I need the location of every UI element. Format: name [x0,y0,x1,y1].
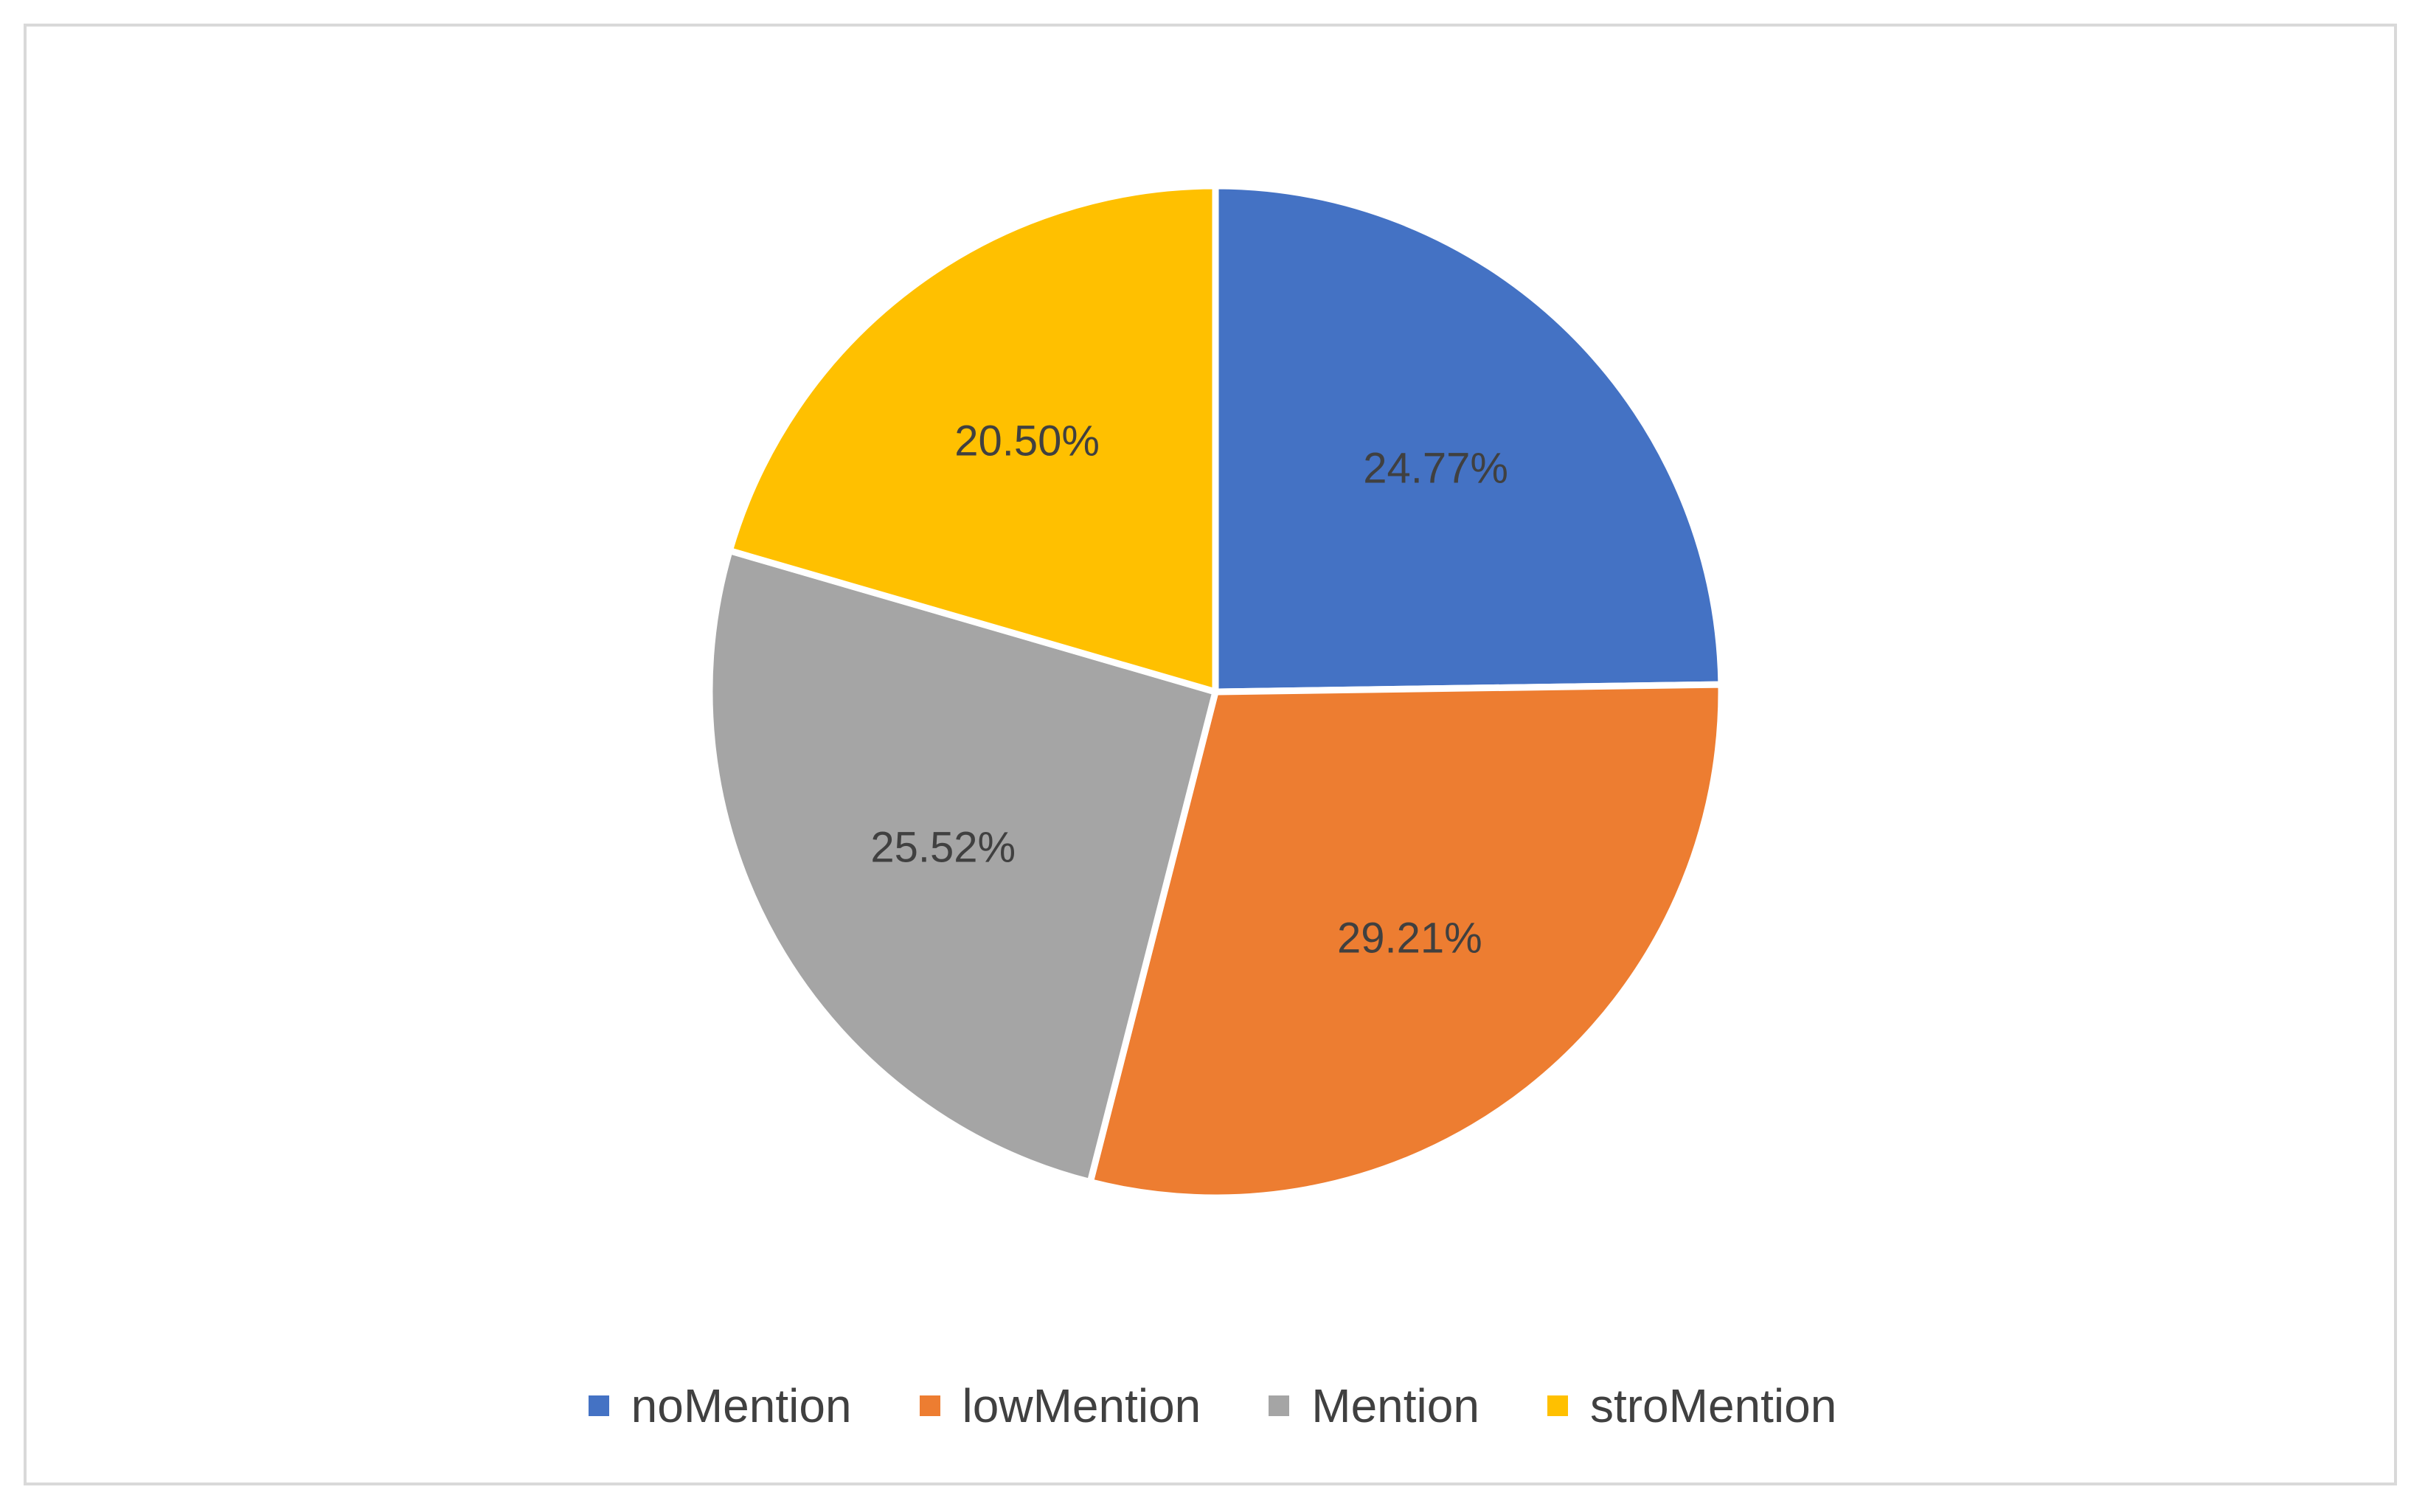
legend-item-nomention: noMention [588,1379,852,1432]
legend-item-lowmention: lowMention [919,1379,1201,1432]
pie-slice-nomention [1212,182,1725,696]
data-label-lowmention: 29.21% [1337,915,1482,963]
legend-swatch-lowmention [919,1395,940,1416]
legend-label-mention: Mention [1311,1379,1479,1432]
legend-label-lowmention: lowMention [962,1379,1201,1432]
pie-slice-mention [706,547,1219,1186]
legend-swatch-nomention [588,1395,609,1416]
pie-data-labels: 24.77% 29.21% 25.52% 20.50% [870,417,1508,962]
legend: noMention lowMention Mention stroMention [0,1376,2425,1435]
legend-swatch-stromention [1547,1395,1568,1416]
data-label-mention: 25.52% [870,823,1016,871]
legend-label-stromention: stroMention [1589,1379,1837,1432]
pie-slice-stromention [726,182,1219,696]
legend-item-stromention: stroMention [1547,1382,1836,1429]
pie-slice-lowmention [1086,681,1725,1201]
legend-swatch-mention [1269,1395,1290,1416]
data-label-nomention: 24.77% [1363,445,1508,493]
data-label-stromention: 20.50% [954,417,1100,465]
pie-slices [706,182,1725,1201]
legend-label-nomention: noMention [631,1379,852,1432]
legend-item-mention: Mention [1269,1382,1479,1429]
